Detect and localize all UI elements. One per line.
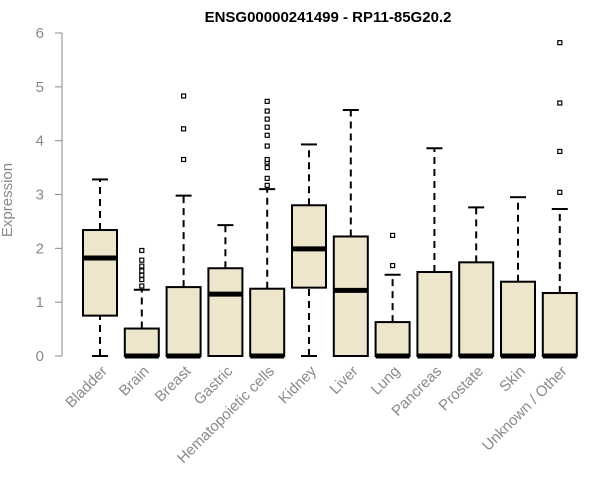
x-category-label: Bladder xyxy=(62,363,111,412)
box-group xyxy=(82,178,118,357)
box xyxy=(416,271,453,357)
outlier-point xyxy=(390,232,396,239)
x-category-label: Lung xyxy=(368,363,404,399)
box xyxy=(458,261,495,357)
box xyxy=(541,292,578,358)
y-tick-label: 6 xyxy=(36,25,44,42)
box xyxy=(123,327,160,358)
box xyxy=(82,229,118,317)
box xyxy=(249,287,286,358)
outlier-point xyxy=(139,257,145,263)
outlier-point xyxy=(264,116,270,122)
outlier-point xyxy=(139,263,145,269)
y-tick-label: 3 xyxy=(36,187,44,204)
outlier-point xyxy=(264,156,270,163)
box-group xyxy=(291,143,327,357)
box-group xyxy=(500,196,536,359)
box-group xyxy=(332,108,369,358)
x-category-label: Kidney xyxy=(275,362,320,407)
outlier-point xyxy=(139,276,145,283)
outlier-point xyxy=(557,100,563,106)
chart-title: ENSG00000241499 - RP11-85G20.2 xyxy=(205,9,452,26)
outlier-point xyxy=(139,283,145,289)
box xyxy=(500,280,536,357)
box xyxy=(207,267,244,358)
x-category-label: Skin xyxy=(496,363,529,396)
box-group xyxy=(165,93,202,359)
x-category-label: Liver xyxy=(327,363,362,398)
y-tick-label: 2 xyxy=(36,240,44,257)
x-category-label: Breast xyxy=(152,362,195,405)
outlier-point xyxy=(264,164,270,171)
outlier-point xyxy=(181,93,187,99)
outlier-point xyxy=(557,148,563,155)
box-series xyxy=(82,40,578,359)
box-group xyxy=(416,147,453,359)
y-tick-label: 0 xyxy=(36,348,44,365)
y-tick-label: 4 xyxy=(36,133,44,150)
outlier-point xyxy=(139,247,145,254)
box-group xyxy=(541,40,578,359)
outlier-point xyxy=(264,143,270,149)
outlier-point xyxy=(264,175,270,181)
outlier-point xyxy=(390,262,396,269)
y-axis-label: Expression xyxy=(0,163,16,237)
box-group xyxy=(458,206,495,359)
x-category-label: Brain xyxy=(116,363,153,400)
box xyxy=(165,286,202,357)
outlier-point xyxy=(181,156,187,163)
outlier-point xyxy=(264,124,270,130)
outlier-point xyxy=(264,132,270,138)
outlier-point xyxy=(264,182,270,188)
outlier-point xyxy=(557,40,563,46)
outlier-point xyxy=(264,108,270,114)
outlier-point xyxy=(139,268,145,274)
outlier-point xyxy=(264,98,270,104)
box-group xyxy=(123,247,160,359)
x-category-label: Prostate xyxy=(435,363,487,415)
box-group xyxy=(207,224,244,358)
box-group xyxy=(249,98,286,359)
outlier-point xyxy=(139,272,145,278)
box xyxy=(332,235,369,358)
box-group xyxy=(374,232,411,359)
y-tick-label: 5 xyxy=(36,79,44,96)
box xyxy=(374,321,411,357)
y-tick-label: 1 xyxy=(36,294,44,311)
outlier-point xyxy=(181,126,187,132)
outlier-point xyxy=(557,189,563,195)
y-axis: 0 1 2 3 4 5 6 xyxy=(36,25,63,365)
